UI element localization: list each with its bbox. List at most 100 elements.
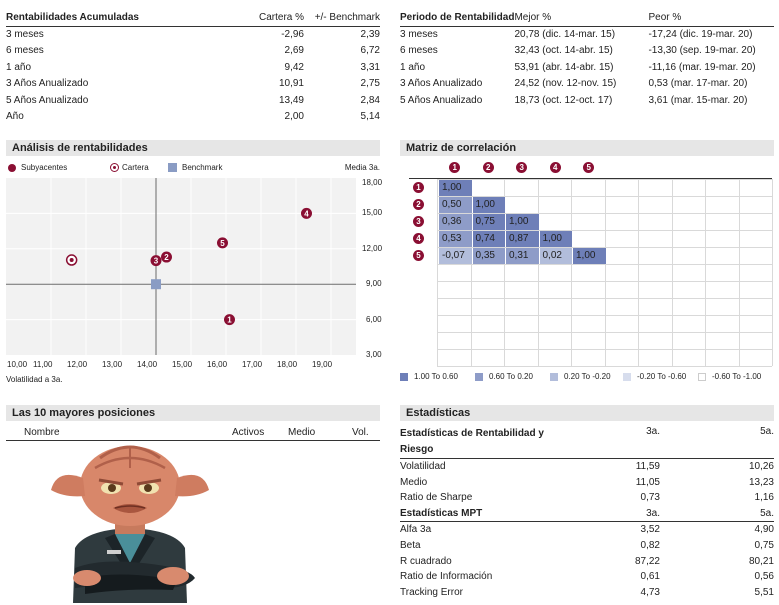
periods-row: 3 Años Anualizado 24,52 (nov. 12-nov. 15)…: [400, 78, 748, 90]
grid-line: [437, 264, 772, 265]
x-tick: 12,00: [67, 360, 88, 369]
top10-header: Nombre Activos Medio Vol.: [6, 425, 380, 441]
cartera-point-center: [69, 258, 74, 263]
subyacentes-legend-icon: [8, 164, 16, 172]
stat-row: Medio 11,05 13,23: [400, 476, 774, 488]
matrix-col-label: 4: [549, 162, 561, 173]
x-ticks: 10,00 11,00 12,00 13,00 14,00 15,00 16,0…: [6, 360, 356, 372]
grid-line: [437, 332, 772, 333]
correlation-cell: 0,87: [506, 231, 539, 247]
matrix-col-label: 2: [482, 162, 494, 173]
subyacente-marker: [217, 237, 228, 249]
correlation-cell: 0,75: [472, 214, 505, 230]
correlation-cell: 0,50: [439, 197, 472, 213]
corr-legend-label: 0.20 To -0.20: [564, 372, 611, 381]
subyacente-label: 3: [154, 257, 159, 266]
corr-legend-label: 0.60 To 0.20: [489, 372, 533, 381]
analysis-title: Análisis de rentabilidades: [6, 140, 380, 156]
y-tick: 12,00: [362, 244, 383, 253]
correlation-cell: 0,74: [472, 231, 505, 247]
subyacente-label: 5: [220, 239, 225, 248]
subyacente-label: 4: [304, 209, 309, 218]
stat-row: Ratio de Sharpe 0,73 1,16: [400, 492, 774, 504]
grid-line: [437, 247, 772, 248]
grid-line: [437, 349, 772, 350]
matrix-col-label: 5: [583, 162, 595, 173]
alien-character-image: [51, 445, 209, 603]
stats-title: Estadísticas: [400, 405, 774, 421]
grid-line: [738, 179, 740, 366]
subyacente-point-5: 5: [217, 237, 228, 249]
returns-row: 1 año 9,42 3,31: [6, 61, 380, 73]
matrix-row-label: 1: [413, 182, 424, 193]
correlation-cell: 0,53: [439, 231, 472, 247]
y-tick: 15,00: [362, 208, 383, 217]
col-vol: Vol.: [352, 427, 369, 438]
grid-line: [437, 281, 772, 282]
x-tick: 14,00: [137, 360, 158, 369]
legend-benchmark: Benchmark: [182, 163, 223, 172]
grid-line: [437, 315, 772, 316]
legend-subyacentes: Subyacentes: [21, 163, 68, 172]
periods-header-best: Mejor %: [514, 12, 552, 24]
matrix-row-label: 5: [413, 250, 424, 261]
grid-line: [437, 230, 772, 231]
periods-row: 5 Años Anualizado 18,73 (oct. 12-oct. 17)…: [400, 94, 748, 106]
risk-header: Estadísticas de Rentabilidad y Riesgo: [400, 428, 544, 455]
correlation-grid: 1 2 3 4 5 1 1,00 2 0,50 1,00 3 0,36 0,75 1,00 4 0,53 0,7…: [409, 160, 774, 372]
x-tick: 18,00: [277, 360, 298, 369]
x-axis-label: Volatilidad a 3a.: [6, 375, 63, 384]
x-tick: 10,00: [7, 360, 28, 369]
stat-row: R cuadrado 87,22 80,21: [400, 555, 774, 567]
stat-row: Alfa 3a 3,52 4,90: [400, 524, 774, 536]
matrix-col-label: 1: [449, 162, 461, 173]
subyacente-point-2: 2: [161, 251, 172, 263]
grid-line: [671, 179, 673, 366]
subyacente-label: 1: [227, 316, 232, 325]
correlation-cell: 0,02: [539, 248, 572, 264]
top10-title: Las 10 mayores posiciones: [6, 405, 380, 421]
correlation-cell: 0,36: [439, 214, 472, 230]
legend-swatch-icon: [475, 373, 483, 381]
periods-row: 6 meses 32,43 (oct. 14-abr. 15) -13,30 (se…: [400, 45, 756, 57]
correlation-cell: 1,00: [573, 248, 606, 264]
stat-row: Tracking Error 4,73 5,51: [400, 587, 774, 599]
mpt-header: Estadísticas MPT: [400, 508, 483, 520]
subyacente-point-4: 4: [301, 207, 312, 219]
grid-line: [772, 179, 773, 366]
stat-row: Beta 0,82 0,75: [400, 539, 774, 551]
col-nombre: Nombre: [24, 427, 60, 438]
subyacente-marker: [224, 314, 235, 326]
subyacente-marker: [150, 255, 162, 267]
periods-table: Periodo de Rentabilidad Mejor % Peor % 3…: [400, 10, 774, 108]
returns-row: 6 meses 2,69 6,72: [6, 45, 380, 57]
returns-header-benchmark: +/- Benchmark: [314, 12, 380, 24]
mpt-period-5a: 5a.: [760, 508, 774, 520]
returns-row: 3 meses -2,96 2,39: [6, 29, 380, 41]
periods-header-title: Periodo de Rentabilidad: [400, 12, 515, 24]
returns-header-cartera: Cartera %: [258, 12, 304, 24]
grid-line: [437, 179, 772, 180]
subyacente-point-1: 1: [224, 314, 235, 326]
correlation-cell: 1,00: [439, 180, 472, 196]
stats-table: Estadísticas de Rentabilidad y Riesgo 3a…: [400, 426, 774, 601]
matrix-header-rule: [409, 178, 772, 179]
mpt-period-3a: 3a.: [646, 508, 660, 520]
periods-row: 3 meses 20,78 (dic. 14-mar. 15) -17,24 (di…: [400, 29, 753, 41]
matrix-row-label: 2: [413, 199, 424, 210]
corr-legend-label: -0.20 To -0.60: [637, 372, 687, 381]
grid-line: [437, 213, 772, 214]
grid-line: [437, 298, 772, 299]
grid-line: [504, 179, 505, 366]
col-activos: Activos: [232, 427, 265, 438]
x-tick: 19,00: [312, 360, 333, 369]
correlation-legend: 1.00 To 0.60 0.60 To 0.20 0.20 To -0.20 …: [400, 372, 779, 384]
correlation-cell: 0,31: [506, 248, 539, 264]
analysis-legend: Subyacentes Cartera Benchmark Media 3a.: [8, 163, 380, 175]
legend-swatch-icon: [400, 373, 408, 381]
correlation-matrix: 1 2 3 4 5 1 1,00 2 0,50 1,00 3 0,36 0,75 1,00 4 0,53 0,7…: [409, 160, 774, 372]
y-axis-label: Media 3a.: [344, 163, 380, 172]
col-medio: Medio: [288, 427, 316, 438]
returns-row: 3 Años Anualizado 10,91 2,75: [6, 78, 380, 90]
correlation-cell: 1,00: [506, 214, 539, 230]
